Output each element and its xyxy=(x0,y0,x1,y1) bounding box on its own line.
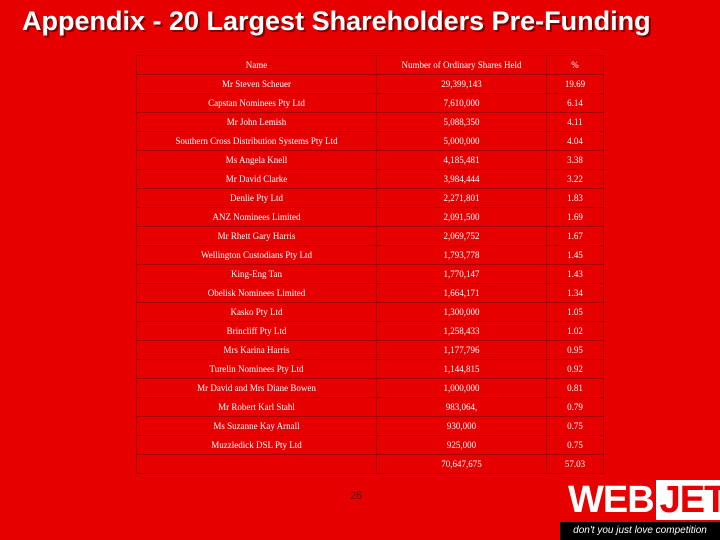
cell-shares: 983,064, xyxy=(376,397,547,417)
table-row: Denlie Pty Ltd 2,271,801 1.83 xyxy=(136,188,604,208)
table-row: Turelin Nominees Pty Ltd 1,144,815 0.92 xyxy=(136,359,604,379)
cell-shares: 1,793,778 xyxy=(376,245,547,265)
cell-name: Ms Angela Knell xyxy=(136,150,377,170)
table-row: Mr Robert Karl Stahl 983,064, 0.79 xyxy=(136,397,604,417)
slide-title: Appendix - 20 Largest Shareholders Pre-F… xyxy=(22,6,651,36)
cell-shares: 1,177,796 xyxy=(376,340,547,360)
cell-name: Mr Steven Scheuer xyxy=(136,74,377,94)
cell-shares: 5,000,000 xyxy=(376,131,547,151)
table-row: Capstan Nominees Pty Ltd 7,610,000 6.14 xyxy=(136,93,604,113)
table-row: Brincliff Pty Ltd 1,258,433 1.02 xyxy=(136,321,604,341)
table-row: Obelisk Nominees Limited 1,664,171 1.34 xyxy=(136,283,604,303)
table-row: King-Eng Tan 1,770,147 1.43 xyxy=(136,264,604,284)
cell-percent: 4.11 xyxy=(546,112,604,132)
cell-name: Brincliff Pty Ltd xyxy=(136,321,377,341)
cell-name: ANZ Nominees Limited xyxy=(136,207,377,227)
table-row: Mr John Lemish 5,088,350 4.11 xyxy=(136,112,604,132)
column-header-name: Name xyxy=(136,55,377,75)
cell-percent: 0.75 xyxy=(546,416,604,436)
cell-shares: 1,258,433 xyxy=(376,321,547,341)
logo-tagline: don't you just love competition xyxy=(560,522,720,540)
cell-percent: 0.92 xyxy=(546,359,604,379)
cell-shares: 4,185,481 xyxy=(376,150,547,170)
cell-shares: 29,399,143 xyxy=(376,74,547,94)
cell-percent: 0.79 xyxy=(546,397,604,417)
cell-name: Mr Rhett Gary Harris xyxy=(136,226,377,246)
table-row: ANZ Nominees Limited 2,091,500 1.69 xyxy=(136,207,604,227)
cell-percent: 1.05 xyxy=(546,302,604,322)
cell-percent: 0.95 xyxy=(546,340,604,360)
cell-shares: 3,984,444 xyxy=(376,169,547,189)
cell-shares: 2,271,801 xyxy=(376,188,547,208)
column-header-shares: Number of Ordinary Shares Held xyxy=(376,55,547,75)
cell-name: Mr John Lemish xyxy=(136,112,377,132)
table-row: Kasko Pty Ltd 1,300,000 1.05 xyxy=(136,302,604,322)
page-number: 26 xyxy=(350,490,363,502)
cell-name: Denlie Pty Ltd xyxy=(136,188,377,208)
table-row: Wellington Custodians Pty Ltd 1,793,778 1.… xyxy=(136,245,604,265)
table-row: Southern Cross Distribution Systems Pty … xyxy=(136,131,604,151)
cell-percent: 19.69 xyxy=(546,74,604,94)
cell-name: King-Eng Tan xyxy=(136,264,377,284)
column-header-percent: % xyxy=(546,55,604,75)
table-row: Ms Angela Knell 4,185,481 3.38 xyxy=(136,150,604,170)
cell-percent: 0.81 xyxy=(546,378,604,398)
cell-shares: 1,300,000 xyxy=(376,302,547,322)
table-row: Mr David and Mrs Diane Bowen 1,000,000 0.8… xyxy=(136,378,604,398)
logo-wordmark: WEB JET xyxy=(568,480,720,520)
cell-shares: 1,144,815 xyxy=(376,359,547,379)
cell-percent: 1.45 xyxy=(546,245,604,265)
cell-shares: 7,610,000 xyxy=(376,93,547,113)
logo-jet-text: JET xyxy=(655,480,720,520)
shareholders-table: Name Number of Ordinary Shares Held % Mr… xyxy=(136,55,604,474)
cell-name: Wellington Custodians Pty Ltd xyxy=(136,245,377,265)
table-row: Ms Suzanne Kay Arnall 930,000 0.75 xyxy=(136,416,604,436)
cell-shares: 930,000 xyxy=(376,416,547,436)
cell-percent: 1.67 xyxy=(546,226,604,246)
cell-percent: 6.14 xyxy=(546,93,604,113)
cell-name: Mr Robert Karl Stahl xyxy=(136,397,377,417)
table-header-row: Name Number of Ordinary Shares Held % xyxy=(136,55,604,75)
cell-name: Capstan Nominees Pty Ltd xyxy=(136,93,377,113)
cell-name: Kasko Pty Ltd xyxy=(136,302,377,322)
total-cell-shares: 70,647,675 xyxy=(376,454,547,474)
table-total-row: 70,647,675 57.03 xyxy=(136,454,604,474)
cell-name: Turelin Nominees Pty Ltd xyxy=(136,359,377,379)
cell-percent: 3.22 xyxy=(546,169,604,189)
table-row: Mr Steven Scheuer 29,399,143 19.69 xyxy=(136,74,604,94)
cell-name: Southern Cross Distribution Systems Pty … xyxy=(136,131,377,151)
cell-name: Mr David and Mrs Diane Bowen xyxy=(136,378,377,398)
table-row: Mrs Karina Harris 1,177,796 0.95 xyxy=(136,340,604,360)
cell-percent: 1.69 xyxy=(546,207,604,227)
cell-shares: 1,664,171 xyxy=(376,283,547,303)
cell-percent: 3.38 xyxy=(546,150,604,170)
cell-shares: 925,000 xyxy=(376,435,547,455)
cell-shares: 5,088,350 xyxy=(376,112,547,132)
cell-name: Ms Suzanne Kay Arnall xyxy=(136,416,377,436)
cell-shares: 2,069,752 xyxy=(376,226,547,246)
cell-percent: 4.04 xyxy=(546,131,604,151)
cell-shares: 1,770,147 xyxy=(376,264,547,284)
total-cell-percent: 57.03 xyxy=(546,454,604,474)
cell-percent: 1.43 xyxy=(546,264,604,284)
cell-percent: 1.02 xyxy=(546,321,604,341)
cell-name: Mrs Karina Harris xyxy=(136,340,377,360)
total-cell-name xyxy=(136,454,377,474)
cell-percent: 1.34 xyxy=(546,283,604,303)
cell-name: Mr David Clarke xyxy=(136,169,377,189)
table-row: Muzzledick DSL Pty Ltd 925,000 0.75 xyxy=(136,435,604,455)
table-row: Mr Rhett Gary Harris 2,069,752 1.67 xyxy=(136,226,604,246)
table-row: Mr David Clarke 3,984,444 3.22 xyxy=(136,169,604,189)
cell-shares: 1,000,000 xyxy=(376,378,547,398)
logo-web-text: WEB xyxy=(568,479,655,521)
cell-name: Obelisk Nominees Limited xyxy=(136,283,377,303)
cell-name: Muzzledick DSL Pty Ltd xyxy=(136,435,377,455)
cell-shares: 2,091,500 xyxy=(376,207,547,227)
webjet-logo: WEB JET don't you just love competition xyxy=(560,478,720,540)
cell-percent: 0.75 xyxy=(546,435,604,455)
cell-percent: 1.83 xyxy=(546,188,604,208)
